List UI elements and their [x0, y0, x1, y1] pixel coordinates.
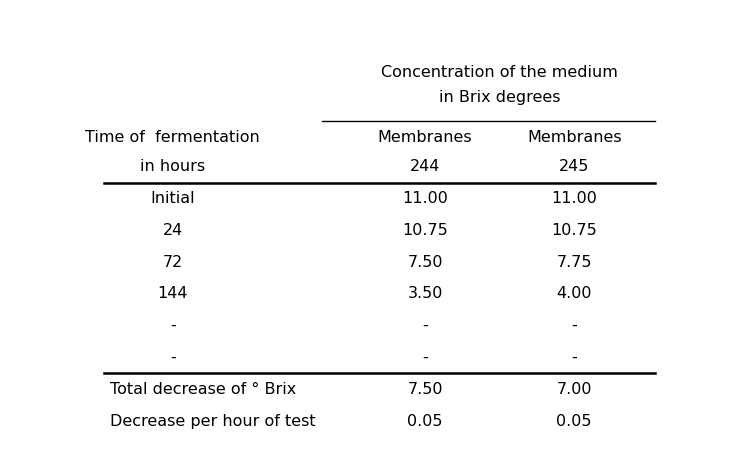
Text: Membranes: Membranes: [378, 130, 472, 145]
Text: 7.50: 7.50: [408, 255, 443, 270]
Text: -: -: [571, 350, 577, 365]
Text: 144: 144: [158, 287, 188, 302]
Text: 10.75: 10.75: [551, 223, 597, 238]
Text: -: -: [423, 318, 428, 333]
Text: 7.50: 7.50: [408, 382, 443, 397]
Text: -: -: [423, 350, 428, 365]
Text: Initial: Initial: [150, 191, 195, 206]
Text: 245: 245: [559, 159, 590, 174]
Text: 7.75: 7.75: [556, 255, 592, 270]
Text: 0.05: 0.05: [556, 414, 592, 429]
Text: 11.00: 11.00: [551, 191, 597, 206]
Text: in hours: in hours: [140, 159, 206, 174]
Text: -: -: [571, 318, 577, 333]
Text: Time of  fermentation: Time of fermentation: [85, 130, 260, 145]
Text: 7.00: 7.00: [556, 382, 592, 397]
Text: in Brix degrees: in Brix degrees: [439, 91, 560, 106]
Text: 4.00: 4.00: [556, 287, 592, 302]
Text: 10.75: 10.75: [403, 223, 448, 238]
Text: 11.00: 11.00: [403, 191, 448, 206]
Text: 3.50: 3.50: [408, 287, 443, 302]
Text: -: -: [170, 318, 175, 333]
Text: 244: 244: [410, 159, 440, 174]
Text: 72: 72: [163, 255, 183, 270]
Text: Membranes: Membranes: [527, 130, 622, 145]
Text: Concentration of the medium: Concentration of the medium: [381, 65, 618, 80]
Text: -: -: [170, 350, 175, 365]
Text: 24: 24: [163, 223, 183, 238]
Text: Total decrease of ° Brix: Total decrease of ° Brix: [110, 382, 296, 397]
Text: Decrease per hour of test: Decrease per hour of test: [110, 414, 315, 429]
Text: 0.05: 0.05: [408, 414, 443, 429]
